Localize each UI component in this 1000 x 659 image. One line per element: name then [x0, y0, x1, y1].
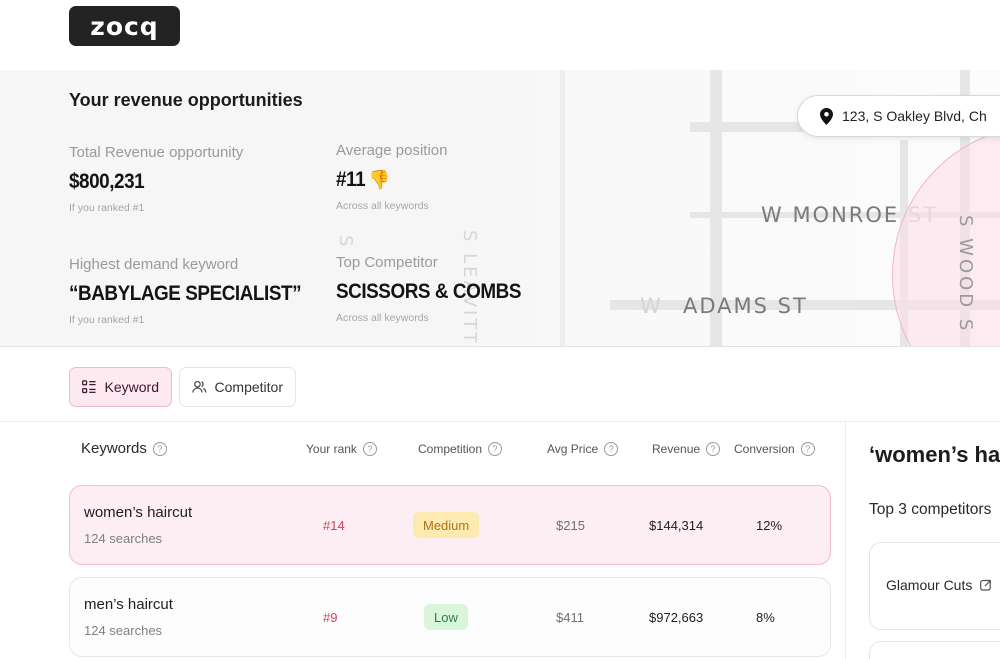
column-header-competition[interactable]: Competition?: [418, 442, 503, 456]
street-label-adams: ADAMS ST: [683, 294, 808, 318]
column-header-revenue[interactable]: Revenue?: [652, 442, 721, 456]
avg-price-value: $411: [556, 609, 584, 625]
stat-sub: If you ranked #1: [69, 314, 145, 326]
rank-value: #14: [323, 517, 345, 533]
help-icon[interactable]: ?: [604, 442, 619, 456]
map-road: [610, 300, 1000, 310]
revenue-value: $972,663: [649, 609, 704, 625]
competitor-card[interactable]: Glamour Cuts: [869, 542, 1000, 630]
keyword-name: women’s haircut: [84, 504, 193, 521]
header-label: Conversion: [734, 442, 795, 456]
keyword-searches: 124 searches: [84, 623, 163, 638]
competition-badge: Low: [424, 604, 468, 630]
stat-top-competitor: Top Competitor SCISSORS & COMBS Across a…: [336, 254, 542, 324]
column-header-rank[interactable]: Your rank?: [306, 442, 377, 456]
tab-label: Competitor: [214, 379, 283, 395]
stat-sub: If you ranked #1: [69, 202, 145, 214]
keyword-detail-panel: ‘women’s haircut’ Top 3 competitors Glam…: [847, 422, 1000, 659]
list-icon: [82, 380, 96, 394]
table-row[interactable]: men’s haircut 124 searches #9 Low $411 $…: [69, 577, 831, 657]
header-label: Revenue: [652, 442, 701, 456]
thumbs-down-icon: 👎: [368, 170, 390, 191]
table-row[interactable]: women’s haircut 124 searches #14 Medium …: [69, 485, 831, 565]
revenue-value: $144,314: [649, 517, 704, 533]
header-label: Your rank: [306, 442, 357, 456]
page-title: Your revenue opportunities: [69, 90, 303, 110]
header-label: Avg Price: [547, 442, 599, 456]
users-icon: [192, 380, 207, 393]
external-link-icon[interactable]: [980, 579, 992, 591]
stat-label: Top Competitor: [336, 254, 438, 271]
avg-price-value: $215: [556, 517, 585, 533]
stat-value: SCISSORS & COMBS: [336, 280, 521, 303]
map-road: [710, 70, 722, 346]
tab-competitor[interactable]: Competitor: [179, 367, 296, 407]
street-label-vertical: S: [335, 235, 356, 250]
help-icon[interactable]: ?: [800, 442, 815, 456]
stat-value-text: #11: [336, 168, 366, 191]
competitor-card[interactable]: [869, 641, 1000, 659]
keywords-table: Keywords? Your rank? Competition? Avg Pr…: [0, 422, 846, 659]
view-tabs: Keyword Competitor: [0, 348, 1000, 422]
help-icon[interactable]: ?: [706, 442, 721, 456]
zocq-logo[interactable]: zocq: [69, 6, 180, 46]
column-header-conversion[interactable]: Conversion?: [734, 442, 815, 456]
address-pill[interactable]: 123, S Oakley Blvd, Ch: [797, 95, 1000, 137]
stat-sub: Across all keywords: [336, 312, 429, 324]
panel-subtitle: Top 3 competitors: [869, 501, 992, 518]
help-icon[interactable]: ?: [488, 442, 503, 456]
map-road: [690, 212, 1000, 218]
stat-value: $800,231: [69, 170, 145, 193]
street-label-leavitt: S LEAVITT: [459, 230, 480, 347]
stat-highest-demand-keyword: Highest demand keyword “BABYLAGE SPECIAL…: [69, 256, 327, 326]
street-label-adams-w: W: [640, 294, 663, 318]
header-label: Competition: [418, 442, 483, 456]
street-label-wood: S WOOD S: [955, 215, 976, 334]
rank-value: #9: [323, 609, 338, 625]
competition-badge: Medium: [413, 512, 480, 538]
stat-value: #11 👎: [336, 168, 436, 192]
conversion-value: 12%: [756, 517, 783, 533]
conversion-value: 8%: [756, 609, 775, 625]
column-header-avg-price[interactable]: Avg Price?: [547, 442, 619, 456]
competition-cell: Medium: [413, 486, 480, 564]
column-header-keywords: Keywords?: [81, 440, 167, 457]
tab-label: Keyword: [104, 379, 159, 395]
competitor-name: Glamour Cuts: [886, 577, 973, 593]
stat-average-position: Average position #11 👎 Across all keywor…: [336, 142, 447, 212]
revenue-opportunities-section: W MONROE ST W ADAMS ST S LEAVITT S S WOO…: [0, 70, 1000, 347]
keyword-name: men’s haircut: [84, 596, 173, 613]
map-road: [560, 70, 565, 346]
stat-label: Total Revenue opportunity: [69, 144, 244, 161]
stat-value: “BABYLAGE SPECIALIST”: [69, 282, 302, 305]
stat-label: Average position: [336, 142, 448, 159]
competitor-name-wrap: Glamour Cuts: [886, 577, 992, 593]
keyword-searches: 124 searches: [84, 531, 163, 546]
panel-title: ‘women’s haircut’: [869, 442, 1000, 467]
help-icon[interactable]: ?: [362, 442, 377, 456]
competition-cell: Low: [424, 578, 468, 656]
stat-label: Highest demand keyword: [69, 256, 239, 273]
help-icon[interactable]: ?: [152, 441, 167, 456]
stat-total-revenue: Total Revenue opportunity $800,231 If yo…: [69, 144, 243, 214]
tab-keyword[interactable]: Keyword: [69, 367, 172, 407]
location-pin-icon: [820, 107, 833, 125]
header-label: Keywords: [81, 440, 147, 457]
stat-sub: Across all keywords: [336, 200, 429, 212]
top-bar: zocq: [0, 0, 1000, 70]
address-text: 123, S Oakley Blvd, Ch: [842, 108, 987, 124]
